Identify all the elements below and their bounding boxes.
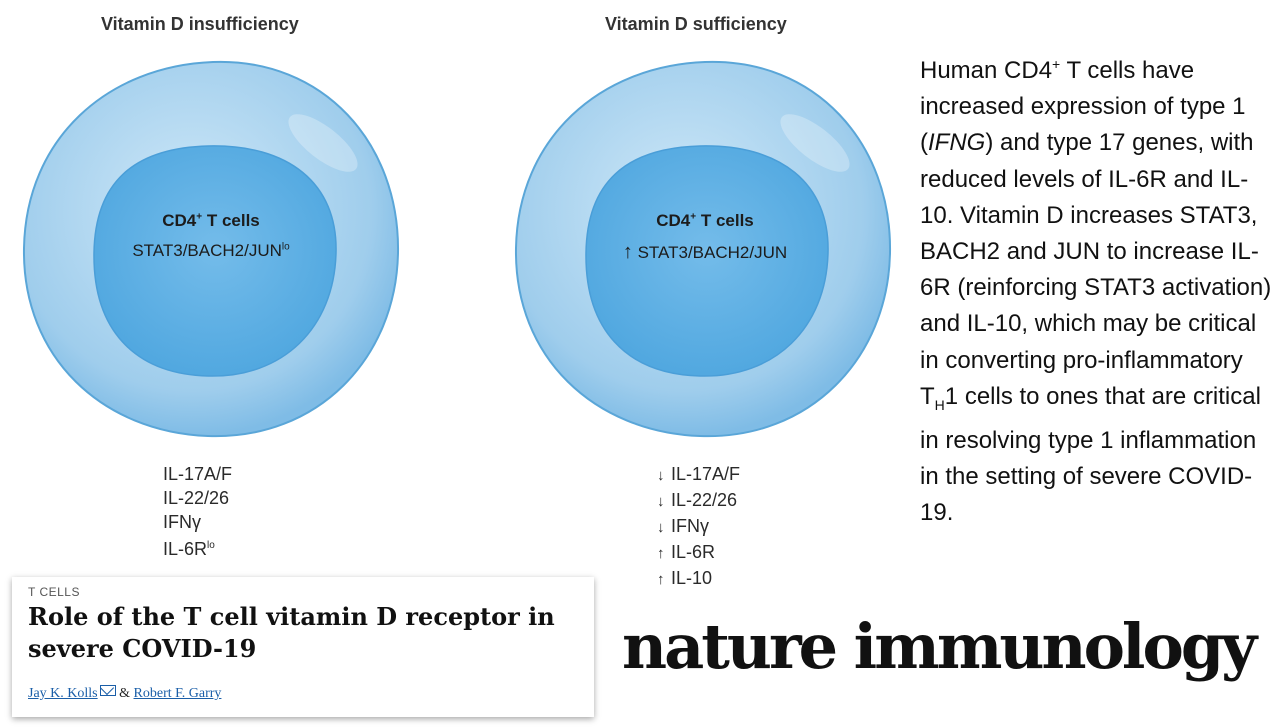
journal-logo: nature immunology — [622, 610, 1257, 683]
author-link-kolls[interactable]: Jay K. Kolls — [28, 686, 98, 701]
left-markers-list: IL-17A/F IL-22/26 IFNγ IL-6Rlo — [163, 462, 232, 561]
list-item: ↓ IL-17A/F — [657, 462, 740, 488]
right-cell-genes: STAT3/BACH2/JUN — [637, 243, 788, 262]
author-link-garry[interactable]: Robert F. Garry — [133, 686, 222, 701]
right-cell-diagram — [510, 48, 900, 448]
right-panel-title: Vitamin D sufficiency — [605, 14, 787, 34]
article-card: T CELLS Role of the T cell vitamin D rec… — [12, 577, 594, 717]
up-arrow-icon: ↑ — [657, 571, 665, 588]
down-arrow-icon: ↓ — [657, 519, 665, 536]
right-cell-label: CD4+ T cells ↑ STAT3/BACH2/JUN — [622, 211, 788, 263]
list-item: IL-22/26 — [163, 488, 230, 508]
article-title[interactable]: Role of the T cell vitamin D receptor in… — [28, 602, 555, 663]
left-cell-title: CD4 — [162, 211, 197, 230]
article-section: T CELLS — [28, 585, 80, 599]
down-arrow-icon: ↓ — [657, 467, 665, 484]
mail-icon[interactable] — [99, 685, 116, 696]
up-arrow-icon: ↑ — [657, 545, 665, 562]
list-item: IL-17A/F — [163, 464, 233, 484]
left-cell-label: CD4+ T cells STAT3/BACH2/JUNlo — [132, 211, 290, 260]
nucleus — [585, 145, 829, 377]
left-cell-genes: STAT3/BACH2/JUN — [132, 241, 282, 260]
list-item: ↑ IL-6R — [657, 540, 740, 566]
up-arrow-icon: ↑ — [622, 241, 633, 263]
highlight — [288, 114, 358, 172]
nucleus — [93, 145, 337, 377]
right-cell-title: CD4 — [656, 211, 691, 230]
list-item: ↑ IL-10 — [657, 566, 740, 592]
list-item: ↓ IL-22/26 — [657, 488, 740, 514]
list-item: ↓ IFNγ — [657, 514, 740, 540]
highlight — [780, 114, 850, 172]
left-cell-diagram — [18, 48, 408, 448]
article-authors: Jay K. Kolls & Robert F. Garry — [28, 685, 222, 701]
down-arrow-icon: ↓ — [657, 493, 665, 510]
list-item: IFNγ — [163, 512, 201, 532]
right-markers-list: ↓ IL-17A/F ↓ IL-22/26 ↓ IFNγ ↑ IL-6R ↑ IL-10 — [657, 462, 740, 592]
left-panel-title: Vitamin D insufficiency — [101, 14, 299, 34]
description-text: Human CD4+ T cells have increased expres… — [920, 56, 1272, 527]
list-item: IL-6Rlo — [163, 539, 215, 559]
